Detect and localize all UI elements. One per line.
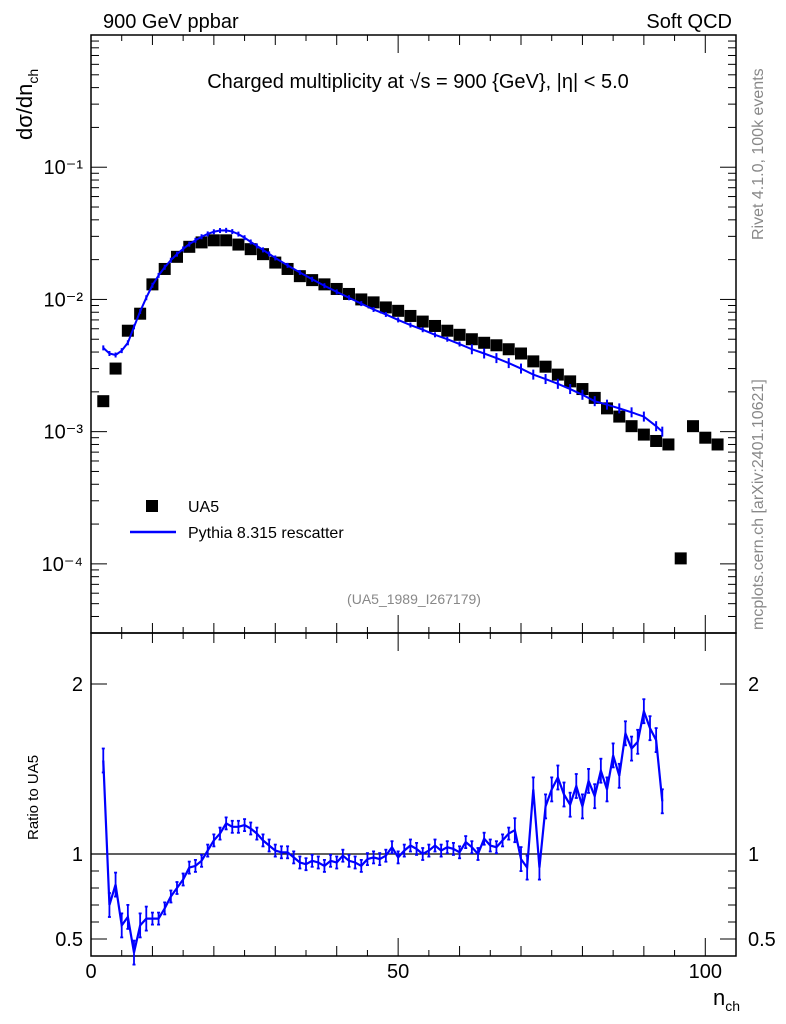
ua5-point xyxy=(183,240,196,253)
main-y-tick-label: 10⁻² xyxy=(44,289,84,311)
ratio-x-tick-label: 100 xyxy=(689,961,722,983)
ratio-y-tick-label-right: 2 xyxy=(748,674,759,696)
main-frame xyxy=(90,34,737,634)
ratio-y-tick-label-right: 0.5 xyxy=(748,929,776,951)
ua5-point xyxy=(244,243,257,256)
ua5-point xyxy=(392,304,405,317)
header-right: Soft QCD xyxy=(646,11,732,33)
ua5-point xyxy=(404,309,417,322)
ratio-y-tick-label: 1 xyxy=(72,844,83,866)
main-series-pythia xyxy=(102,227,664,437)
ua5-point xyxy=(613,410,626,423)
ratio-x-label-sub: ch xyxy=(725,998,740,1014)
ratio-panel: 0.5 0.5 1 1 2 2 0 50 100 Ratio to UA5 nch xyxy=(25,632,776,1014)
ua5-point xyxy=(465,333,478,346)
side-text-top: Rivet 4.1.0, 100k events xyxy=(750,68,767,240)
ua5-point xyxy=(330,282,343,295)
side-text-bottom: mcplots.cern.ch [arXiv:2401.10621] xyxy=(750,379,767,630)
main-y-tick-label: 10⁻³ xyxy=(44,422,84,444)
ratio-x-tick-label: 50 xyxy=(387,961,409,983)
ua5-point xyxy=(674,552,687,565)
chart-title: Charged multiplicity at √s = 900 {GeV}, … xyxy=(207,71,629,93)
svg-text:nch: nch xyxy=(713,985,740,1014)
header-left: 900 GeV ppbar xyxy=(103,11,239,33)
ua5-point xyxy=(109,362,122,375)
pythia-line xyxy=(102,229,663,433)
main-y-ticks xyxy=(91,34,736,634)
main-y-tick-label: 10⁻¹ xyxy=(44,157,84,179)
main-x-ticks xyxy=(90,35,737,633)
ua5-point xyxy=(699,431,712,444)
ratio-y-axis-label: Ratio to UA5 xyxy=(25,755,42,840)
ua5-point xyxy=(527,355,540,368)
ua5-point xyxy=(687,420,699,433)
ua5-point xyxy=(637,428,650,441)
ua5-point xyxy=(490,339,503,352)
ua5-point xyxy=(662,438,675,451)
main-y-axis-label: dσ/dnch xyxy=(12,69,41,140)
svg-text:dσ/dnch: dσ/dnch xyxy=(12,69,41,140)
ua5-point xyxy=(711,438,724,451)
ua5-point xyxy=(97,395,110,408)
ua5-point xyxy=(625,420,638,433)
ua5-point xyxy=(367,296,380,309)
ratio-x-axis-label: nch xyxy=(713,985,740,1014)
legend-label-ua5: UA5 xyxy=(188,499,219,516)
ua5-point xyxy=(564,375,577,388)
ratio-series-pythia xyxy=(101,698,664,966)
ua5-point xyxy=(551,368,564,381)
legend: UA5 Pythia 8.315 rescatter xyxy=(130,499,344,542)
ua5-point xyxy=(478,336,491,349)
main-y-label-main: dσ/dn xyxy=(12,84,37,140)
ratio-y-tick-label: 0.5 xyxy=(55,929,83,951)
ua5-point xyxy=(379,301,392,314)
ratio-y-tick-label: 2 xyxy=(72,674,83,696)
ratio-line xyxy=(102,707,664,953)
main-y-tick-labels: 10⁻¹ 10⁻² 10⁻³ 10⁻⁴ xyxy=(42,157,84,576)
ratio-x-ticks: 0 50 100 xyxy=(85,633,737,983)
ua5-point xyxy=(232,238,245,251)
ua5-point xyxy=(220,234,233,247)
ua5-point xyxy=(453,328,466,341)
ua5-point xyxy=(416,315,429,328)
ua5-point xyxy=(576,383,589,396)
main-y-tick-label: 10⁻⁴ xyxy=(42,554,83,576)
ratio-x-tick-label: 0 xyxy=(85,961,96,983)
ratio-x-label-main: n xyxy=(713,985,725,1010)
ua5-point xyxy=(429,319,441,332)
ratio-y-tick-label-right: 1 xyxy=(748,844,759,866)
main-panel: 10⁻¹ 10⁻² 10⁻³ 10⁻⁴ dσ/dnch Charged multipl… xyxy=(12,34,737,634)
main-y-label-sub: ch xyxy=(25,69,41,84)
analysis-label: (UA5_1989_I267179) xyxy=(347,591,481,607)
legend-marker-ua5 xyxy=(146,500,158,512)
ua5-point xyxy=(650,434,663,447)
ratio-y-ticks: 0.5 0.5 1 1 2 2 xyxy=(55,674,776,951)
legend-label-pythia: Pythia 8.315 rescatter xyxy=(188,525,344,542)
ua5-point xyxy=(539,360,552,373)
ua5-point xyxy=(171,250,183,263)
ua5-point xyxy=(441,324,454,337)
ua5-point xyxy=(207,234,220,247)
ratio-frame xyxy=(90,632,737,957)
ua5-point xyxy=(515,347,527,360)
ua5-point xyxy=(502,343,515,356)
